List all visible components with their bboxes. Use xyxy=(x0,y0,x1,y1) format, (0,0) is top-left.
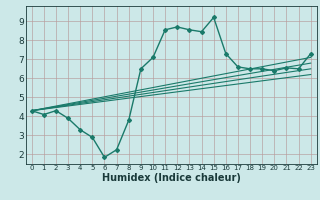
X-axis label: Humidex (Indice chaleur): Humidex (Indice chaleur) xyxy=(102,173,241,183)
